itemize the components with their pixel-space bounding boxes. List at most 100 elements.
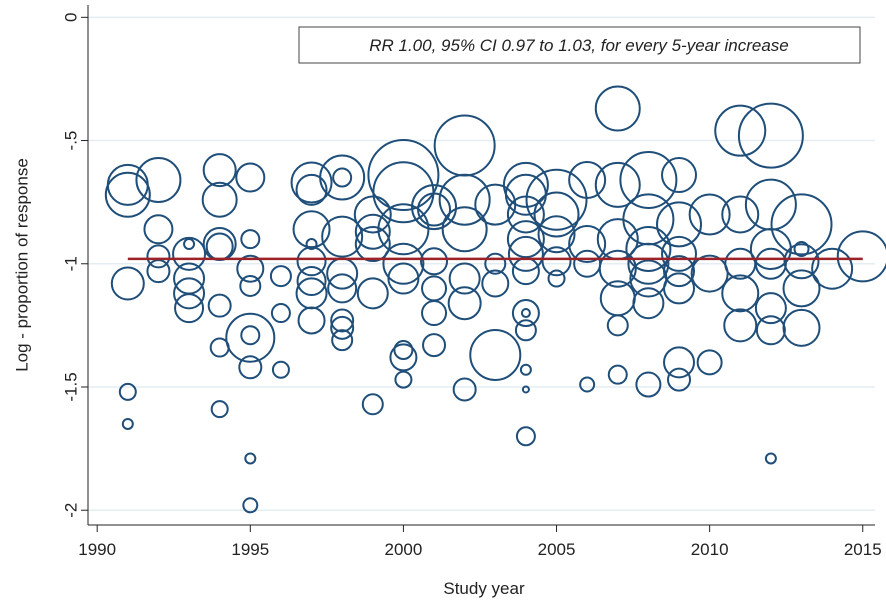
bubble — [635, 371, 662, 398]
bubble — [201, 181, 238, 218]
bubble — [146, 259, 171, 284]
bubble — [240, 229, 261, 250]
bubble — [438, 173, 491, 226]
bubble — [688, 193, 731, 236]
bubble — [143, 214, 174, 245]
bubble — [721, 274, 760, 313]
bubble — [663, 255, 696, 288]
bubble — [387, 262, 420, 295]
bubble — [721, 195, 760, 234]
bubble — [321, 215, 364, 258]
bubble — [770, 193, 833, 256]
x-tick-label: 2005 — [538, 540, 576, 559]
x-tick-label: 2000 — [384, 540, 422, 559]
bubble — [327, 273, 358, 304]
bubble — [433, 114, 496, 177]
bubble — [183, 238, 196, 251]
bubble — [417, 192, 452, 227]
bubble — [331, 329, 354, 352]
bubble — [210, 400, 229, 419]
bubble — [663, 346, 696, 379]
bubble — [422, 333, 447, 358]
bubble — [506, 220, 545, 259]
bubble — [541, 246, 572, 277]
bubble — [568, 160, 607, 199]
bubble — [389, 343, 418, 372]
bubble — [238, 355, 263, 380]
bubble — [421, 275, 448, 302]
bubble — [394, 370, 413, 389]
bubble — [607, 364, 628, 385]
bubble — [502, 161, 549, 208]
y-tick-label: -1 — [61, 256, 80, 271]
bubble — [290, 161, 333, 204]
bubble — [521, 385, 530, 394]
bubble — [319, 154, 366, 201]
bubble — [661, 157, 698, 194]
bubble — [172, 236, 207, 271]
bubble — [205, 232, 234, 261]
bubble — [661, 235, 698, 272]
bubble — [594, 161, 641, 208]
bubble — [354, 226, 391, 263]
bubble — [110, 266, 145, 301]
bubble — [393, 340, 414, 361]
bubble — [598, 249, 637, 288]
bubble — [297, 306, 326, 335]
bubble — [106, 163, 149, 206]
y-tick-label: -.5 — [61, 131, 80, 151]
x-tick-label: 2015 — [844, 540, 882, 559]
bubble — [367, 139, 440, 212]
bubble — [519, 363, 532, 376]
annotation: RR 1.00, 95% CI 0.97 to 1.03, for every … — [369, 36, 789, 55]
bubble — [714, 104, 767, 157]
bubble — [372, 161, 435, 224]
bubble — [240, 325, 261, 346]
bubble — [782, 269, 821, 308]
bubble — [667, 367, 692, 392]
bubble — [202, 153, 237, 188]
annotation-box — [298, 26, 861, 64]
bubble — [207, 293, 232, 318]
bubble — [244, 452, 257, 465]
bubble — [811, 247, 854, 290]
bubble — [579, 376, 596, 393]
bubble — [295, 277, 328, 310]
bubble — [332, 167, 353, 188]
bubble — [656, 201, 703, 248]
bubble — [173, 277, 206, 310]
bubble — [594, 85, 641, 132]
bubble — [448, 262, 481, 295]
bubble — [121, 417, 134, 430]
bubble — [452, 377, 477, 402]
bubble — [625, 225, 672, 272]
bubble — [270, 303, 291, 324]
y-tick-label: -1.5 — [61, 372, 80, 401]
bubble — [520, 308, 531, 319]
bubble — [146, 244, 171, 269]
bubble — [568, 225, 607, 264]
y-tick-label: 0 — [61, 13, 80, 22]
bubble — [305, 238, 318, 251]
bubble — [723, 308, 758, 343]
x-tick-label: 2010 — [691, 540, 729, 559]
bubble — [225, 312, 276, 363]
bubble — [525, 168, 588, 231]
bubble — [690, 254, 729, 293]
bubble — [511, 299, 540, 328]
bubble — [354, 213, 391, 250]
bubble — [627, 242, 670, 285]
bubble — [481, 269, 510, 298]
bubble — [104, 171, 151, 218]
bubble — [330, 308, 355, 333]
bubble — [469, 328, 522, 381]
bubble — [484, 252, 507, 275]
bubble — [296, 266, 327, 297]
bubble — [382, 242, 425, 285]
bubble — [793, 240, 810, 257]
x-axis-label: Study year — [443, 579, 525, 598]
bubble — [755, 315, 786, 346]
bubble — [547, 269, 566, 288]
x-tick-label: 1990 — [78, 540, 116, 559]
